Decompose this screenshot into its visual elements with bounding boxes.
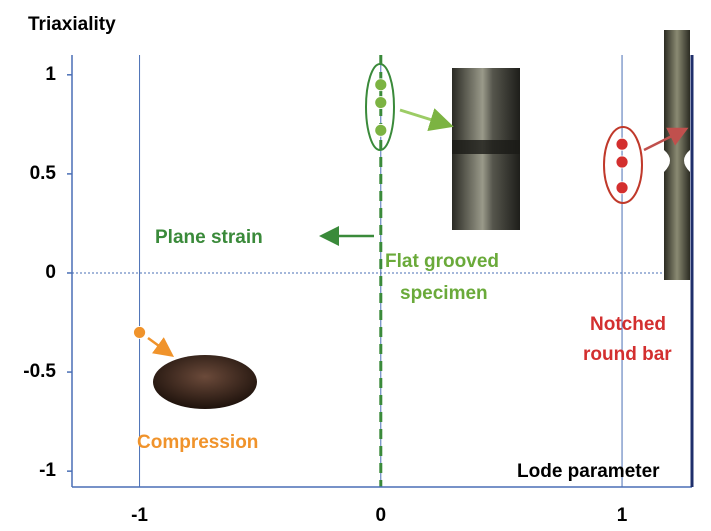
y-tick-label: 1 bbox=[45, 64, 56, 85]
point bbox=[374, 123, 388, 137]
group-ellipse bbox=[603, 126, 643, 204]
x-tick-label: -1 bbox=[131, 505, 148, 526]
grid bbox=[67, 55, 692, 487]
y-tick-label: 0 bbox=[45, 262, 56, 283]
annotation: round bar bbox=[583, 344, 672, 365]
groove bbox=[452, 140, 520, 154]
y-tick-label: -0.5 bbox=[23, 361, 56, 382]
point bbox=[615, 155, 629, 169]
y-tick-label: 0.5 bbox=[30, 163, 57, 184]
point bbox=[615, 181, 629, 195]
annotation: Compression bbox=[137, 432, 258, 453]
point bbox=[615, 137, 629, 151]
arrow bbox=[643, 127, 689, 152]
point bbox=[133, 326, 146, 339]
annotation: specimen bbox=[400, 283, 488, 304]
x-tick-label: 0 bbox=[376, 505, 387, 526]
point bbox=[374, 78, 388, 92]
x-axis-label: Lode parameter bbox=[517, 461, 660, 482]
annotation: Flat grooved bbox=[385, 251, 499, 272]
annotation: Notched bbox=[590, 314, 666, 335]
arrow bbox=[147, 336, 175, 357]
group-ellipse bbox=[365, 63, 395, 151]
point bbox=[374, 96, 388, 109]
compression-image bbox=[153, 355, 257, 409]
annotation: Plane strain bbox=[155, 227, 263, 248]
y-tick-label: -1 bbox=[39, 460, 56, 481]
y-axis-label: Triaxiality bbox=[28, 14, 116, 35]
round-bar-image bbox=[664, 30, 690, 280]
arrow bbox=[399, 108, 454, 132]
x-tick-label: 1 bbox=[617, 505, 628, 526]
